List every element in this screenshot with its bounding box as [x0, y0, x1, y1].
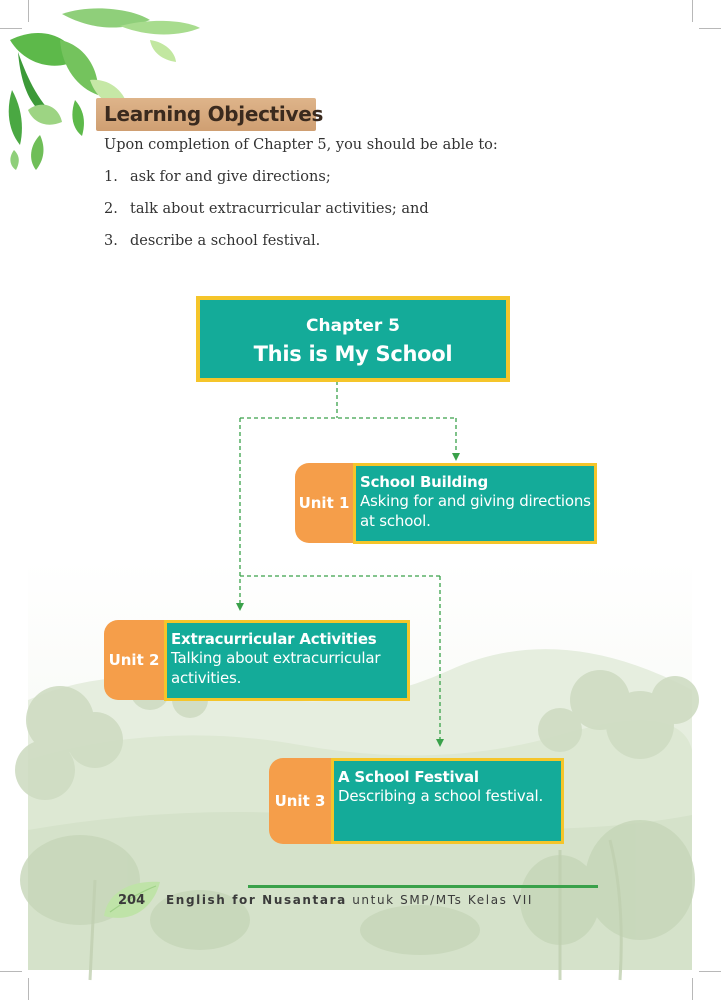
unit-2-title: Extracurricular Activities [171, 630, 377, 648]
unit-2-description-line: Talking about extracurricular [171, 649, 381, 667]
book-title: English for Nusantara untuk SMP/MTs Kela… [166, 893, 533, 907]
objective-number: 2. [104, 201, 118, 217]
crop-mark [0, 28, 22, 29]
crop-mark [28, 0, 29, 22]
leaf-icon [104, 881, 160, 918]
unit-3-tab: Unit 3 [269, 758, 331, 844]
crop-mark [692, 0, 693, 22]
chapter-box: Chapter 5 This is My School [196, 296, 510, 382]
unit-1-tab: Unit 1 [295, 463, 353, 543]
unit-1-description-line: Asking for and giving directions [360, 492, 591, 510]
footer-rule [248, 885, 598, 888]
learning-objectives-heading: Learning Objectives [104, 102, 324, 126]
leaves-decoration [8, 8, 200, 170]
arrow-head [436, 739, 444, 747]
learning-objectives-banner [96, 98, 316, 131]
unit-2-card: Extracurricular Activities Talking about… [164, 620, 410, 701]
crop-mark [699, 28, 721, 29]
crop-mark [28, 978, 29, 1000]
arrow-head [452, 453, 460, 461]
book-title-main: English for Nusantara [166, 893, 347, 907]
chapter-label: Chapter 5 [305, 316, 400, 336]
objective-item: 2. talk about extracurricular activities;… [104, 201, 429, 217]
objective-item: 1. ask for and give directions; [104, 169, 331, 185]
crop-mark [0, 971, 22, 972]
book-title-subtitle: untuk SMP/MTs Kelas VII [346, 893, 534, 907]
unit-2-description-line: activities. [171, 668, 242, 687]
objective-text: ask for and give directions; [130, 169, 331, 185]
unit-1-card: School Building Asking for and giving di… [353, 463, 597, 544]
unit-3-card: A School Festival Describing a school fe… [331, 758, 564, 844]
unit-3-title: A School Festival [338, 768, 479, 786]
objective-number: 3. [104, 233, 118, 249]
objective-text: talk about extracurricular activities; a… [130, 201, 429, 217]
crop-mark [692, 978, 693, 1000]
objective-text: describe a school festival. [130, 233, 321, 249]
page-number: 204 [118, 893, 146, 908]
crop-mark [699, 971, 721, 972]
objective-number: 1. [104, 169, 118, 185]
chapter-title: This is My School [253, 342, 453, 366]
unit-1-title: School Building [360, 473, 489, 491]
arrow-head [236, 603, 244, 611]
unit-3-description-line: Describing a school festival. [338, 787, 544, 805]
objective-item: 3. describe a school festival. [104, 233, 320, 249]
learning-objectives-intro: Upon completion of Chapter 5, you should… [104, 137, 498, 153]
unit-2-tab: Unit 2 [104, 620, 164, 700]
unit-1-description-line: at school. [360, 511, 431, 530]
